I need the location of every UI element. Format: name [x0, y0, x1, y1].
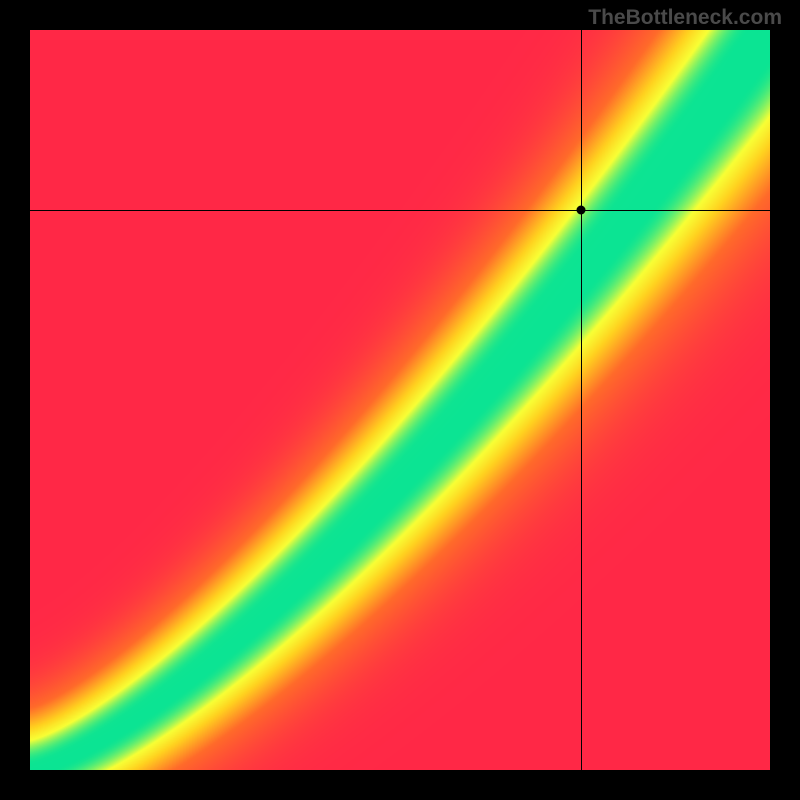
crosshair-horizontal — [30, 210, 770, 211]
watermark-text: TheBottleneck.com — [588, 6, 782, 30]
crosshair-vertical — [581, 30, 582, 770]
plot-area — [30, 30, 770, 770]
marker-dot — [577, 205, 586, 214]
bottleneck-heatmap — [30, 30, 770, 770]
